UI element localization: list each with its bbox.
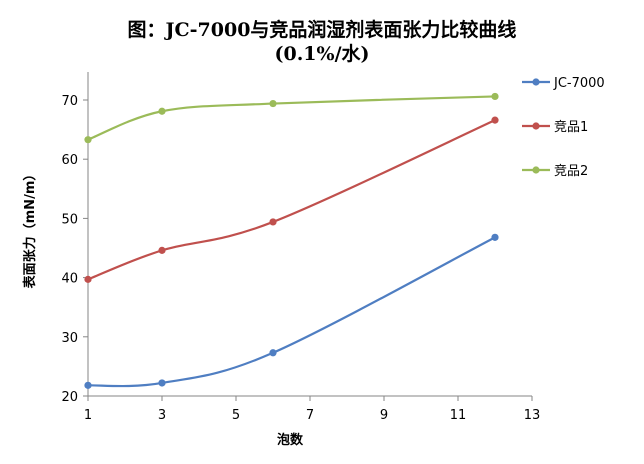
data-point — [269, 349, 277, 357]
x-tick-label: 7 — [306, 408, 314, 423]
y-tick-label: 40 — [61, 272, 78, 287]
data-point — [269, 218, 277, 226]
legend-marker-1 — [532, 78, 540, 86]
data-point — [269, 99, 277, 108]
data-point — [491, 233, 499, 241]
series-line-1 — [87, 236, 496, 388]
y-tick-label: 20 — [61, 390, 78, 405]
data-point — [158, 379, 166, 387]
x-axis-title: 泡数 — [277, 432, 304, 448]
legend-label-3: 竞品2 — [554, 163, 588, 179]
data-point — [158, 107, 166, 115]
x-tick-label: 3 — [158, 408, 166, 423]
data-point — [84, 381, 92, 389]
x-tick-label: 11 — [450, 408, 467, 423]
chart-subtitle: (0.1%/水) — [274, 43, 369, 65]
x-tick-label: 9 — [380, 408, 388, 423]
data-point — [84, 136, 92, 144]
data-point — [158, 246, 166, 254]
y-tick-label: 60 — [61, 153, 78, 168]
x-tick-label: 5 — [232, 408, 240, 423]
legend-marker-2 — [532, 122, 540, 130]
series-line-3 — [87, 95, 496, 141]
x-tick-label: 1 — [84, 408, 92, 423]
series-line-2 — [87, 119, 496, 281]
y-tick-label: 50 — [61, 212, 78, 227]
y-axis-title: 表面张力（mN/m） — [22, 168, 38, 290]
plot-area — [84, 92, 499, 389]
legend-label-1: JC-7000 — [553, 76, 605, 91]
legend-label-2: 竞品1 — [554, 119, 588, 135]
y-tick-label: 30 — [61, 331, 78, 346]
legend-marker-3 — [532, 166, 540, 174]
chart-title: 图：JC-7000与竞品润湿剂表面张力比较曲线 — [128, 18, 517, 41]
data-point — [84, 275, 92, 283]
y-tick-label: 70 — [61, 94, 78, 109]
data-point — [491, 116, 499, 124]
legend: JC-7000 竞品1 竞品2 — [522, 76, 605, 179]
x-tick-label: 13 — [524, 408, 541, 423]
data-point — [491, 92, 499, 101]
